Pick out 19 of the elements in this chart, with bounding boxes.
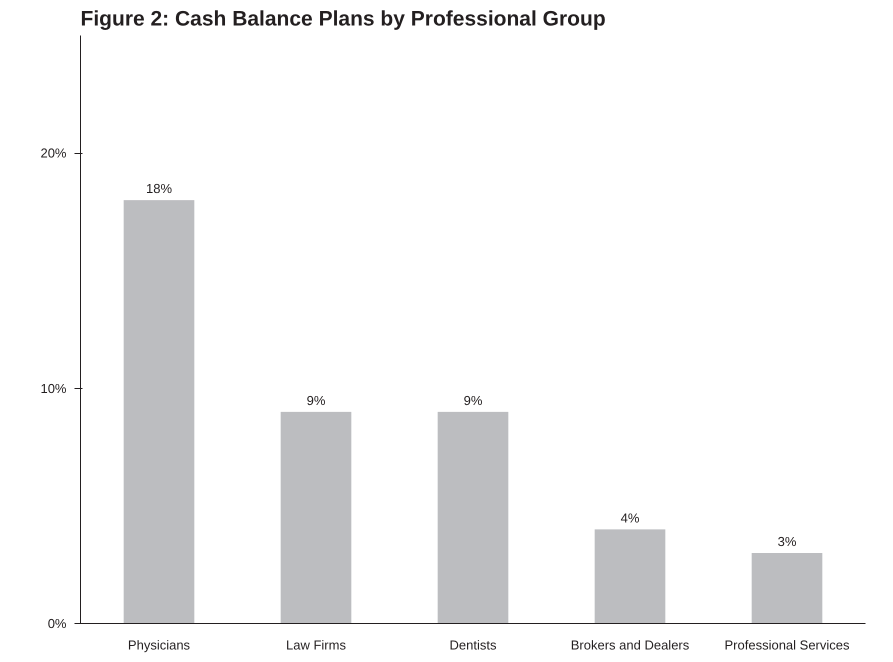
x-tick-label: Professional Services [724,638,850,652]
data-label: 18% [146,181,172,196]
x-tick-label: Law Firms [286,638,346,652]
x-tick-label: Brokers and Dealers [570,638,690,652]
x-tick-label: Dentists [450,638,497,652]
bar [280,412,352,624]
data-label: 9% [306,392,326,408]
data-label: 9% [464,392,483,408]
chart-title: Figure 2: Cash Balance Plans by Professional Group [80,8,606,30]
data-label: 4% [620,510,640,526]
bar [438,412,508,624]
y-tick-label: 20% [40,146,67,161]
bar [124,200,194,624]
data-label: 3% [778,534,797,549]
y-tick-label: 10% [40,380,67,396]
bar [752,552,822,624]
x-tick-label: Physicians [128,638,191,652]
bar [594,529,666,624]
y-tick-label: 0% [48,616,67,631]
